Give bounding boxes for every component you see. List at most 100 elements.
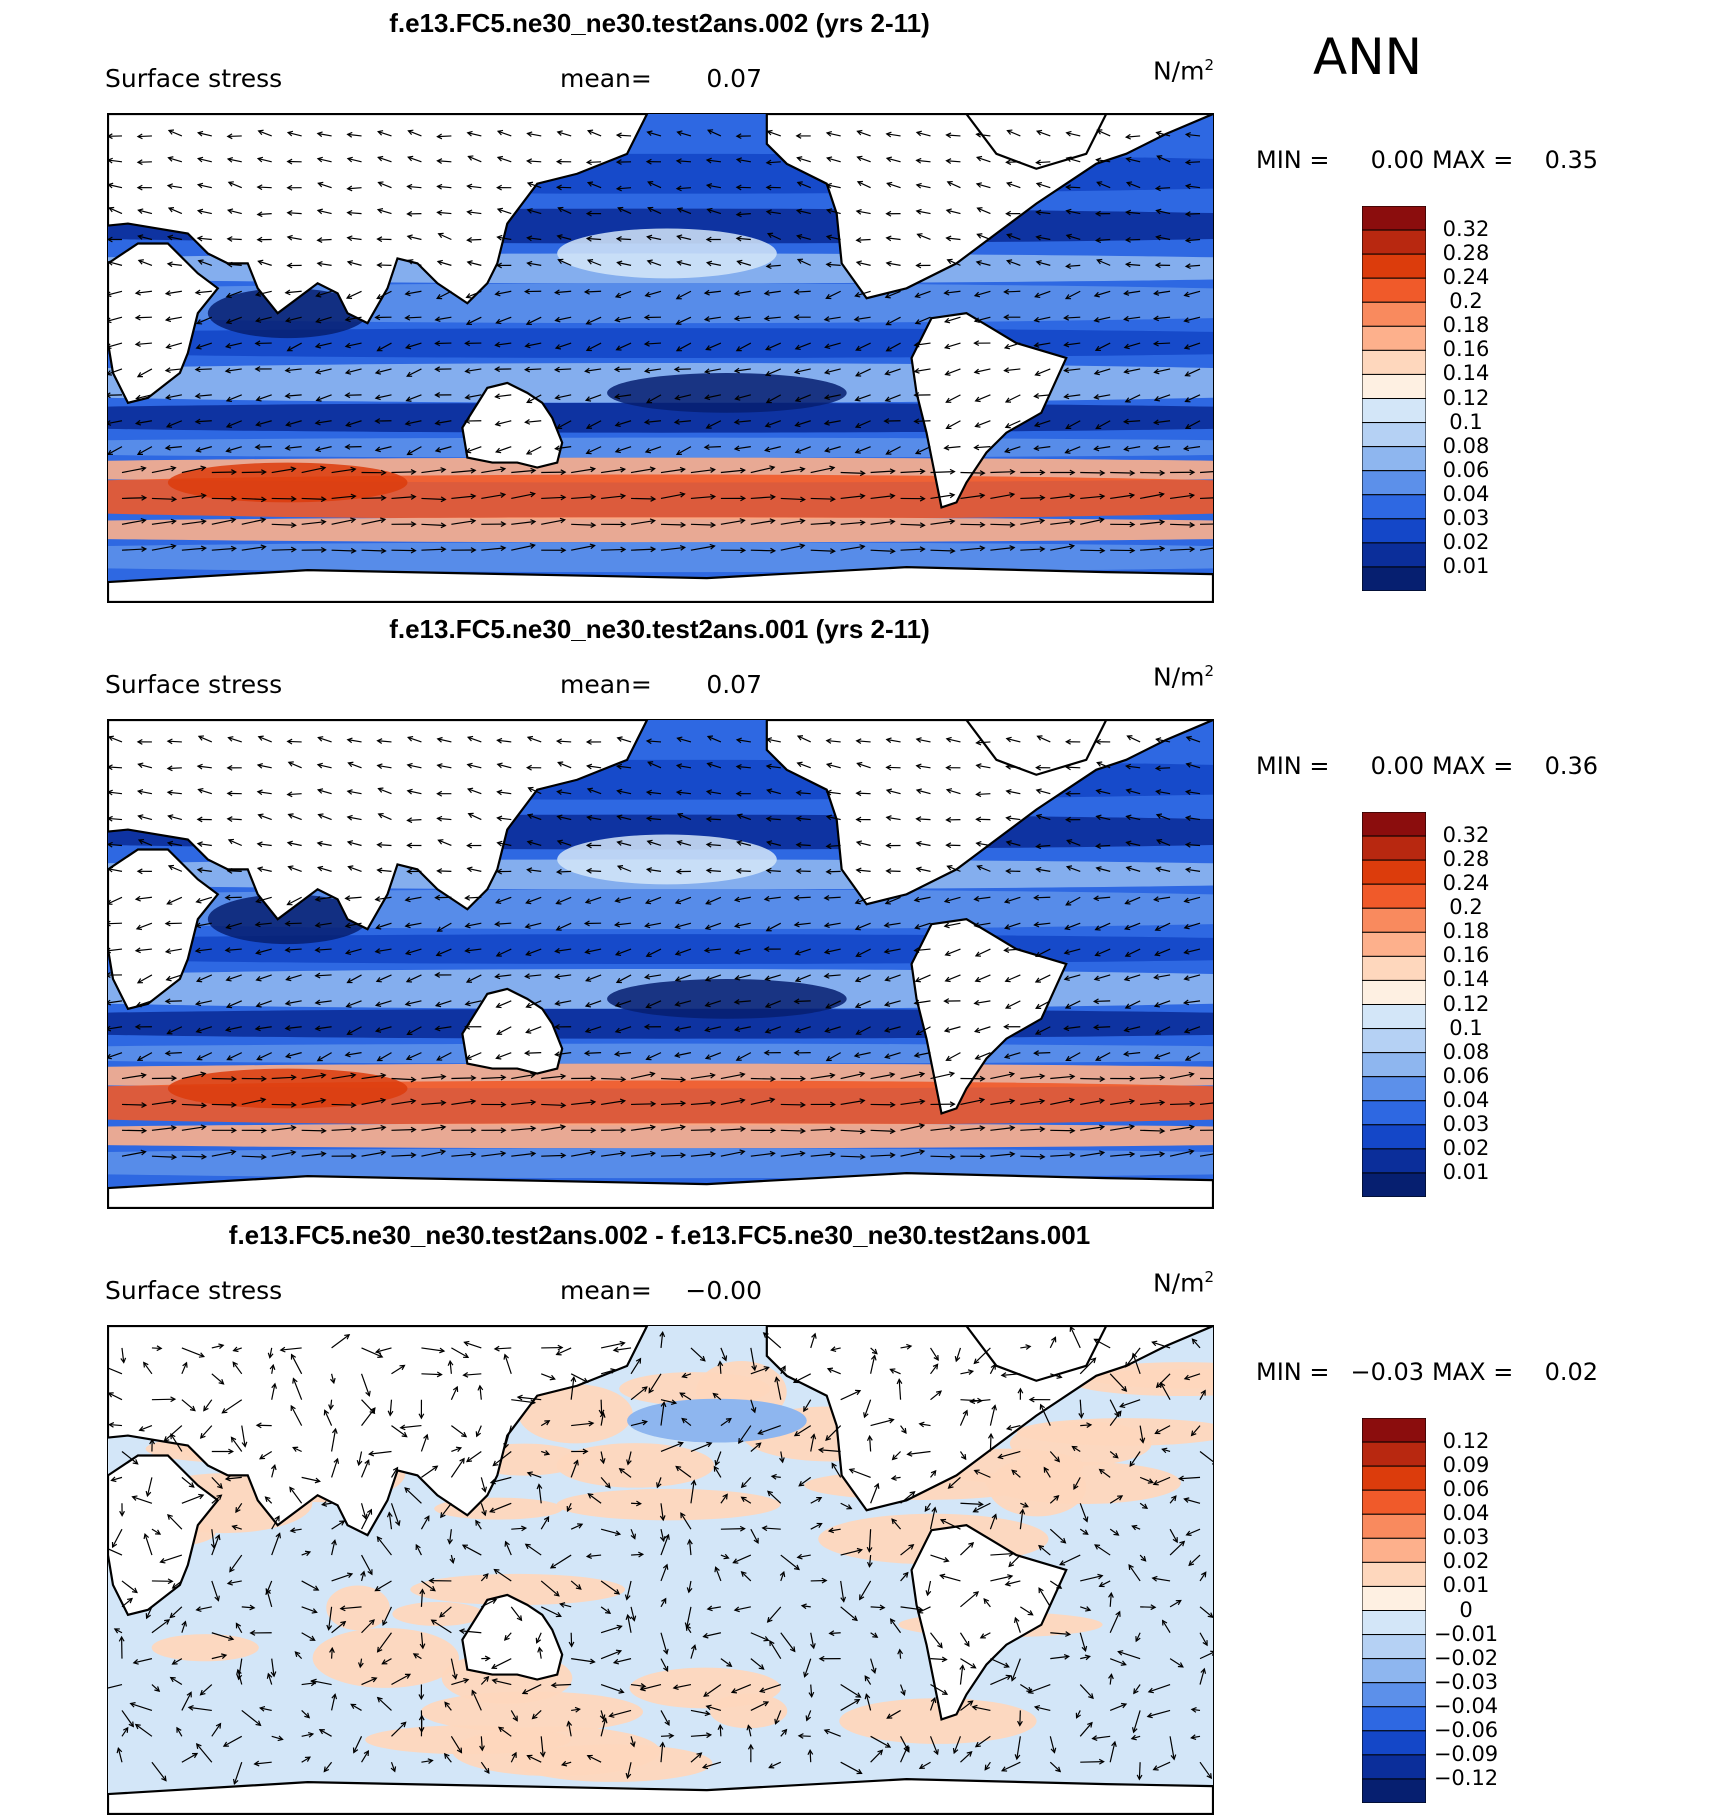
vector-head — [200, 493, 207, 499]
vector-head — [258, 1705, 266, 1712]
vector-shaft — [705, 368, 722, 373]
vector-shaft — [944, 446, 961, 449]
vector-shaft — [377, 764, 392, 769]
vector-head — [1123, 343, 1130, 350]
vector-shaft — [361, 497, 386, 500]
vector-shaft — [750, 1528, 759, 1544]
vector-shaft — [766, 738, 781, 743]
vector-shaft — [1110, 471, 1135, 474]
vector-shaft — [767, 233, 782, 241]
vector-head — [1069, 493, 1076, 499]
vector-shaft — [555, 1000, 572, 1005]
vector-shaft — [1154, 368, 1171, 373]
vector-head — [286, 900, 293, 906]
colorbar-swatch — [1362, 325, 1426, 351]
vector-head — [339, 1520, 346, 1526]
vector-head — [406, 371, 413, 377]
vector-head — [945, 736, 952, 743]
vector-head — [859, 470, 866, 477]
vector-shaft — [258, 260, 272, 266]
vector-shaft — [916, 159, 931, 163]
colorbar-label: 0.08 — [1442, 433, 1490, 458]
vector-shaft — [562, 1761, 572, 1766]
vector-head — [1183, 291, 1190, 298]
vector-shaft — [541, 1103, 566, 1107]
vector-head — [616, 814, 623, 821]
vector-shaft — [731, 1683, 752, 1693]
vector-head — [639, 1685, 646, 1692]
vector-head — [1064, 1003, 1071, 1009]
vector-shaft — [227, 158, 242, 163]
vector-head — [645, 789, 652, 796]
diff-patch — [556, 1443, 715, 1488]
vector-shaft — [450, 1554, 454, 1563]
vector-shaft — [451, 1679, 469, 1686]
vector-shaft — [1184, 1498, 1201, 1504]
vector-shaft — [1066, 186, 1081, 189]
vector-shaft — [468, 813, 482, 821]
stress-band — [108, 1043, 1213, 1064]
vector-shaft — [377, 1697, 392, 1711]
vector-shaft — [331, 1694, 336, 1711]
vector-head — [350, 466, 357, 473]
vector-shaft — [196, 974, 213, 982]
vector-shaft — [1006, 790, 1021, 795]
vector-head — [1095, 1055, 1102, 1061]
vector-shaft — [301, 466, 326, 474]
vector-head — [346, 131, 353, 138]
vector-shaft — [406, 1052, 422, 1060]
vector-shaft — [1138, 1762, 1141, 1780]
vector-head — [529, 491, 536, 498]
vector-head — [672, 1684, 679, 1691]
vector-shaft — [690, 523, 715, 526]
vector-shaft — [615, 1026, 632, 1033]
vector-shaft — [1125, 948, 1141, 957]
vector-shaft — [331, 1373, 335, 1383]
vector-head — [316, 762, 323, 769]
vector-head — [913, 341, 920, 348]
vector-shaft — [707, 208, 722, 215]
vector-head — [973, 1469, 980, 1475]
vector-head — [483, 1675, 490, 1682]
vector-head — [316, 840, 323, 847]
vector-shaft — [108, 868, 123, 872]
vector-head — [216, 1494, 223, 1501]
vector-head — [859, 1128, 866, 1135]
vector-shaft — [495, 446, 512, 453]
colorbar-swatch — [1362, 1441, 1426, 1467]
vector-head — [973, 1358, 980, 1365]
vector-head — [818, 1655, 825, 1662]
vector-head — [1035, 764, 1042, 771]
vector-head — [589, 466, 597, 473]
vector-head — [979, 470, 986, 476]
vector-head — [500, 1127, 507, 1134]
vector-head — [489, 1478, 496, 1485]
vector-head — [435, 951, 442, 957]
vector-shaft — [707, 184, 721, 189]
vector-head — [556, 839, 563, 846]
vector-head — [188, 1482, 195, 1488]
vector-shaft — [1184, 922, 1201, 929]
vector-head — [128, 1721, 135, 1728]
vector-shaft — [138, 763, 153, 769]
vector-head — [1007, 1574, 1014, 1580]
vector-shaft — [1156, 790, 1171, 795]
vector-shaft — [225, 948, 242, 951]
vector-shaft — [465, 922, 482, 927]
vector-head — [108, 133, 113, 140]
vector-shaft — [686, 1606, 692, 1628]
vector-head — [1006, 259, 1013, 265]
vector-shaft — [286, 420, 302, 426]
vector-shaft — [914, 368, 931, 373]
vector-shaft — [468, 155, 482, 163]
vector-head — [404, 343, 412, 350]
vector-shaft — [1186, 1528, 1201, 1536]
vector-shaft — [615, 394, 632, 398]
vector-head — [1130, 1734, 1137, 1741]
colorbar-label: 0.14 — [1442, 967, 1490, 992]
vector-shaft — [1036, 211, 1051, 215]
colorbar-label: 0.1 — [1449, 409, 1483, 434]
vector-shaft — [1020, 548, 1045, 551]
vector-shaft — [855, 922, 871, 930]
vector-shaft — [914, 1052, 931, 1057]
